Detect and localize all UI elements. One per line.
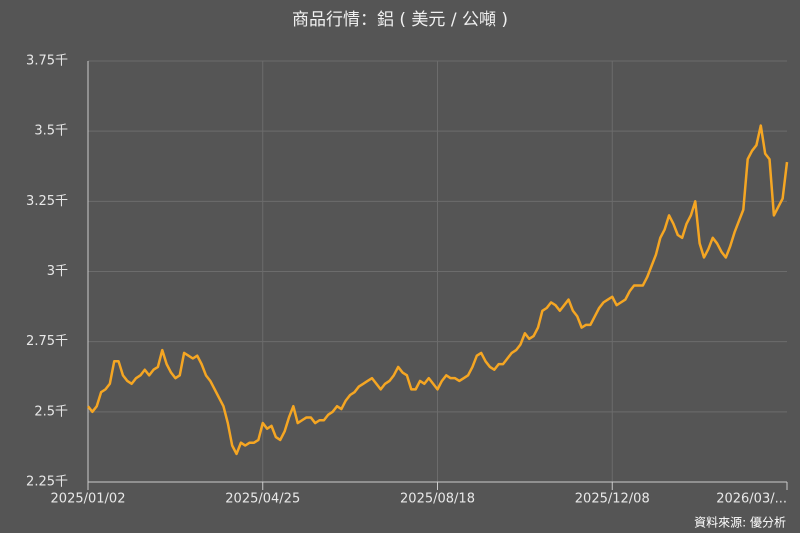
y-tick-label: 3千 [47, 264, 68, 279]
x-tick-label: 2025/01/02 [51, 492, 126, 507]
y-tick-label: 3.25千 [26, 194, 68, 209]
y-tick-label: 2.25千 [26, 475, 68, 490]
y-tick-label: 2.75千 [26, 334, 68, 349]
x-tick-label: 2025/04/25 [225, 492, 300, 507]
x-tick-label: 2025/12/08 [575, 492, 650, 507]
price-line [87, 124, 789, 456]
source-note: 資料來源: 優分析 [694, 516, 786, 530]
x-tick-label: 2026/03/... [716, 492, 787, 507]
chart-title: 商品行情：鋁 ( 美元 / 公噸 ) [292, 10, 508, 30]
y-tick-label: 2.5千 [34, 404, 68, 419]
y-tick-label: 3.75千 [26, 54, 68, 69]
x-tick-label: 2025/08/18 [400, 492, 475, 507]
y-tick-label: 3.5千 [34, 124, 68, 139]
